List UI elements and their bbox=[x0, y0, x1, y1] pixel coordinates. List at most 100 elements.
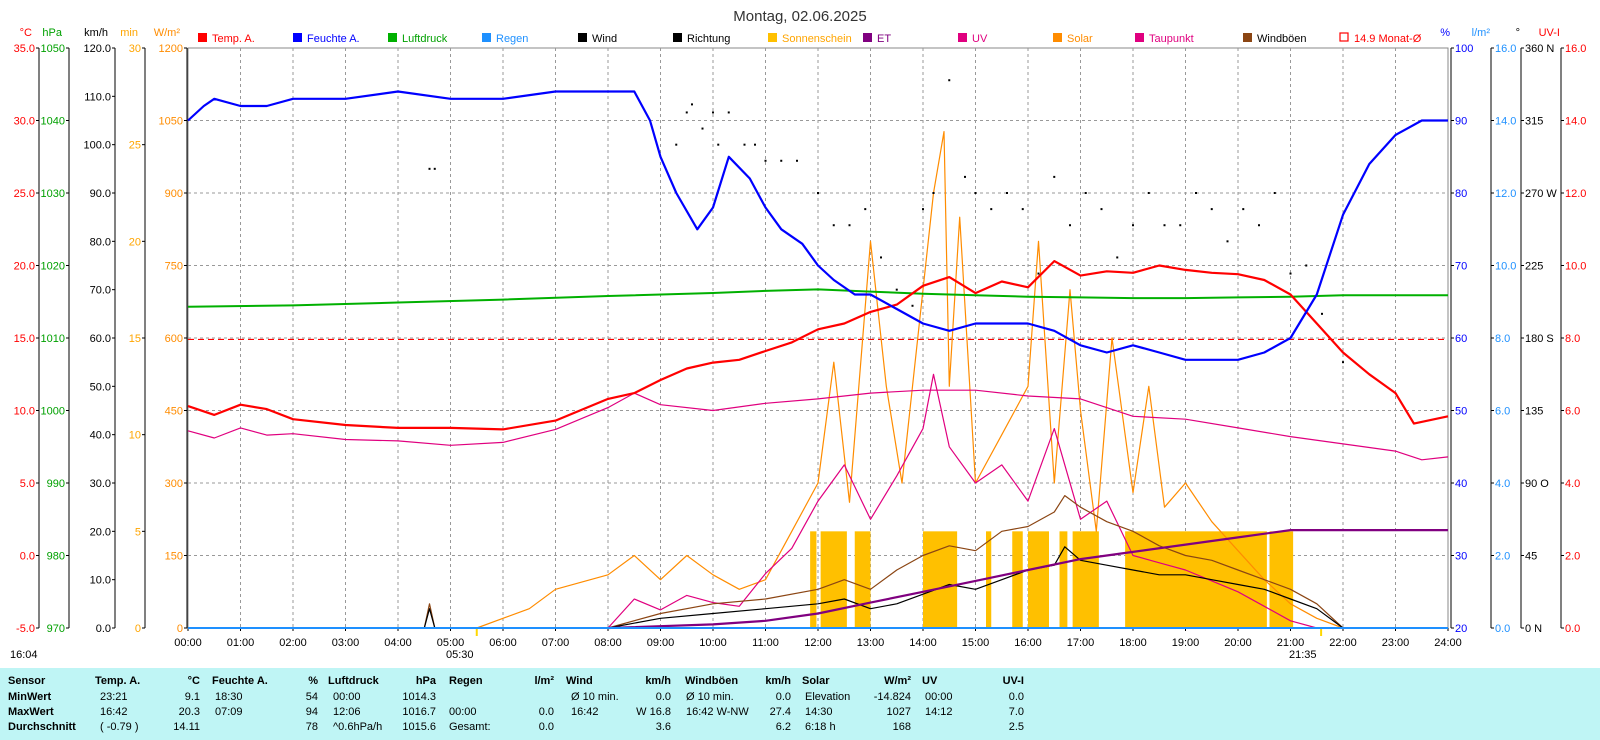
x-axis-tick-label: 24:00 bbox=[1434, 637, 1462, 649]
stats-value-cell: 78 bbox=[305, 721, 318, 733]
legend-label: Feuchte A. bbox=[307, 33, 360, 45]
stats-value-cell: 6.2 bbox=[775, 721, 791, 733]
left-axis-tick-label: 110.0 bbox=[84, 91, 111, 103]
legend-label: Taupunkt bbox=[1149, 33, 1194, 45]
stats-time-cell: 6:18 h bbox=[805, 721, 836, 733]
left-axis-tick-label: 10 bbox=[129, 430, 141, 442]
right-axis-tick-label: 20 bbox=[1455, 623, 1467, 635]
left-axis-tick-label: 20.0 bbox=[14, 261, 35, 273]
left-axis-tick-label: 600 bbox=[165, 333, 183, 345]
left-axes: 35.030.025.020.015.010.05.00.0-5.0105010… bbox=[14, 43, 188, 635]
wind-direction-point bbox=[864, 208, 867, 211]
wind-direction-point bbox=[1006, 192, 1008, 194]
left-axis-unit: hPa bbox=[42, 27, 62, 39]
wind-direction-point bbox=[880, 256, 882, 259]
sunshine-bar bbox=[810, 531, 817, 628]
wind-direction-point bbox=[911, 304, 914, 307]
stats-value-cell: 1015.6 bbox=[402, 721, 436, 733]
wind-direction-point bbox=[685, 111, 688, 114]
x-axis-tick-label: 02:00 bbox=[279, 637, 307, 649]
x-axis-tick-label: 09:00 bbox=[647, 637, 675, 649]
wind-direction-point bbox=[1132, 224, 1134, 227]
stats-time-cell: 14:12 bbox=[925, 706, 953, 718]
left-axis-tick-label: 0 bbox=[135, 623, 141, 635]
wind-direction-point bbox=[922, 208, 924, 211]
corner-time-label: 16:04 bbox=[10, 649, 38, 661]
stats-header-unit: hPa bbox=[415, 675, 436, 687]
right-axis-tick-label: 50 bbox=[1455, 406, 1467, 418]
legend-label: Richtung bbox=[687, 33, 730, 45]
wind-direction-point bbox=[796, 159, 798, 162]
right-axis-tick-label: 0 N bbox=[1525, 623, 1542, 635]
stats-time-cell: 12:06 bbox=[333, 706, 361, 718]
legend-label: Wind bbox=[592, 33, 617, 45]
series-uv-line bbox=[607, 373, 1317, 629]
stats-time-cell: 00:00 bbox=[925, 691, 953, 703]
stats-row-label: MinWert bbox=[8, 691, 52, 703]
stats-header-unit: % bbox=[308, 675, 318, 687]
right-axis-tick-label: 12.0 bbox=[1565, 188, 1586, 200]
legend-swatch bbox=[482, 33, 491, 42]
wind-direction-point bbox=[727, 111, 730, 114]
right-axis-tick-label: 360 N bbox=[1525, 43, 1554, 55]
series-feuchte-a-line bbox=[187, 90, 1448, 361]
right-axis-unit: UV-I bbox=[1539, 27, 1560, 39]
wind-direction-point bbox=[990, 208, 993, 211]
x-axis-tick-label: 04:00 bbox=[384, 637, 412, 649]
legend-swatch bbox=[198, 33, 207, 42]
stats-header-unit: UV-I bbox=[1002, 675, 1024, 687]
stats-time-cell: 14:30 bbox=[805, 706, 833, 718]
right-axis-tick-label: 6.0 bbox=[1565, 406, 1580, 418]
right-axis-tick-label: 45 bbox=[1525, 551, 1537, 563]
right-axis-tick-label: 90 O bbox=[1525, 478, 1549, 490]
left-axis-tick-label: 0 bbox=[177, 623, 183, 635]
x-axis-tick-label: 08:00 bbox=[594, 637, 622, 649]
stats-time-cell: 16:42 bbox=[100, 706, 128, 718]
left-axis-tick-label: 450 bbox=[165, 406, 183, 418]
stats-time-cell: 16:42 bbox=[571, 706, 599, 718]
wind-direction-point bbox=[1321, 312, 1323, 315]
legend-swatch bbox=[768, 33, 777, 42]
right-axis-tick-label: 10.0 bbox=[1495, 261, 1516, 273]
right-axis-tick-label: 2.0 bbox=[1495, 551, 1510, 563]
series-windböen-line bbox=[188, 495, 1448, 629]
series-solar-line bbox=[476, 131, 1344, 629]
right-axis-tick-label: 60 bbox=[1455, 333, 1467, 345]
left-axis-tick-label: 5 bbox=[135, 526, 141, 538]
stats-header-label: Temp. A. bbox=[95, 675, 141, 687]
right-axis-tick-label: 12.0 bbox=[1495, 188, 1516, 200]
stats-time-cell: 00:00 bbox=[449, 706, 477, 718]
right-axis-tick-label: 14.0 bbox=[1495, 116, 1516, 128]
legend-swatch bbox=[578, 33, 587, 42]
stats-time-cell: ( -0.79 ) bbox=[100, 721, 139, 733]
stats-header-unit: °C bbox=[187, 675, 200, 687]
chart-title: Montag, 02.06.2025 bbox=[733, 8, 866, 25]
sunshine-bar bbox=[1059, 531, 1068, 628]
wind-direction-point bbox=[1037, 272, 1040, 275]
x-axis-tick-label: 17:00 bbox=[1067, 637, 1095, 649]
right-axis-tick-label: 0.0 bbox=[1565, 623, 1580, 635]
stats-value-cell: 7.0 bbox=[1008, 706, 1024, 718]
x-axis-tick-label: 14:00 bbox=[909, 637, 937, 649]
stats-value-cell: 2.5 bbox=[1008, 721, 1024, 733]
stats-value-cell: 54 bbox=[305, 691, 318, 703]
series-wind-line bbox=[188, 546, 1448, 629]
stats-header-unit: km/h bbox=[645, 675, 671, 687]
legend-label: Luftdruck bbox=[402, 33, 448, 45]
stats-time-cell: 00:00 bbox=[333, 691, 361, 703]
x-axis-tick-label: 07:00 bbox=[542, 637, 570, 649]
stats-value-cell: 168 bbox=[892, 721, 911, 733]
x-axis-tick-label: 19:00 bbox=[1172, 637, 1200, 649]
stats-header-label: Luftdruck bbox=[328, 675, 379, 687]
stats-value-cell: 0.0 bbox=[655, 691, 671, 703]
legend-label: Sonnenschein bbox=[782, 33, 852, 45]
x-axis: 00:00 01:00 02:00 03:00 04:00 05:00 06:00 07:00… bbox=[174, 628, 1462, 649]
legend-swatch bbox=[388, 33, 397, 42]
legend-label: Regen bbox=[496, 33, 528, 45]
sunshine-bar bbox=[1012, 531, 1023, 628]
x-axis-tick-label: 23:00 bbox=[1382, 637, 1410, 649]
stats-row-label: Durchschnitt bbox=[8, 721, 76, 733]
wind-direction-point bbox=[1305, 264, 1308, 267]
sunshine-bar bbox=[1269, 531, 1294, 628]
stats-value-cell: 0.0 bbox=[538, 706, 554, 718]
